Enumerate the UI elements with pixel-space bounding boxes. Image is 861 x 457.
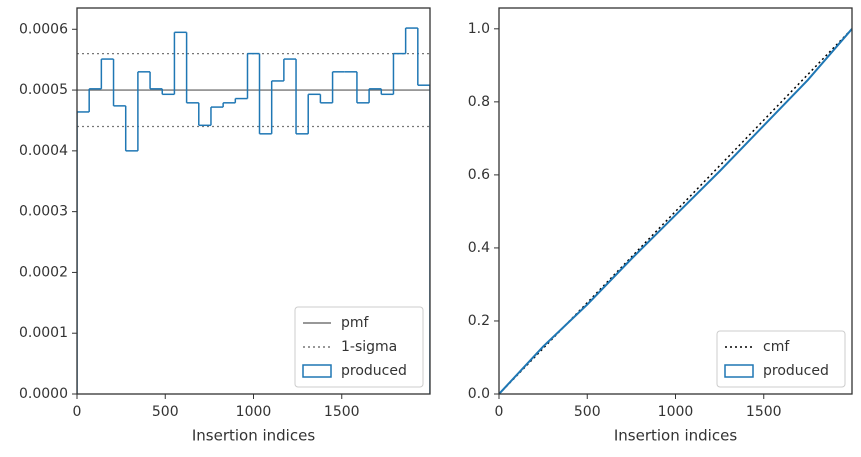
axes-frame [76, 7, 431, 395]
y-tick-label: 0.0006 [19, 21, 68, 37]
legend-label: 1-sigma [341, 339, 397, 355]
y-tick-label: 0.0005 [19, 82, 68, 98]
legend-patch [724, 364, 754, 378]
x-tick-label: 500 [152, 404, 179, 420]
y-tick-label: 0.2 [468, 313, 490, 329]
axes-frame [498, 7, 853, 395]
x-tick-label: 1000 [658, 404, 694, 420]
y-tick-label: 0.6 [468, 167, 490, 183]
legend-label: pmf [341, 315, 370, 331]
plot-area [77, 27, 430, 394]
x-tick-label: 0 [495, 404, 504, 420]
x-tick-label: 1500 [746, 404, 782, 420]
y-tick-label: 0.0000 [19, 386, 68, 402]
x-axis-label: Insertion indices [614, 427, 737, 445]
y-tick-label: 1.0 [468, 21, 490, 37]
x-tick-label: 0 [73, 404, 82, 420]
legend-box [716, 330, 846, 388]
x-axis-label: Insertion indices [192, 427, 315, 445]
y-tick-label: 0.0002 [19, 264, 68, 280]
y-tick-label: 0.0004 [19, 143, 68, 159]
y-tick-label: 0.0 [468, 386, 490, 402]
y-tick-label: 0.4 [468, 240, 490, 256]
x-tick-label: 1000 [236, 404, 272, 420]
y-tick-label: 0.0003 [19, 204, 68, 220]
legend-patch [302, 364, 332, 378]
x-tick-label: 1500 [324, 404, 360, 420]
legend-label: produced [341, 363, 407, 379]
legend-label: produced [763, 363, 829, 379]
x-tick-label: 500 [574, 404, 601, 420]
legend-label: cmf [763, 339, 790, 355]
y-tick-label: 0.0001 [19, 325, 68, 341]
legend-box [294, 306, 424, 388]
plot-area [499, 28, 852, 394]
series-line [499, 28, 852, 394]
y-tick-label: 0.8 [468, 94, 490, 110]
